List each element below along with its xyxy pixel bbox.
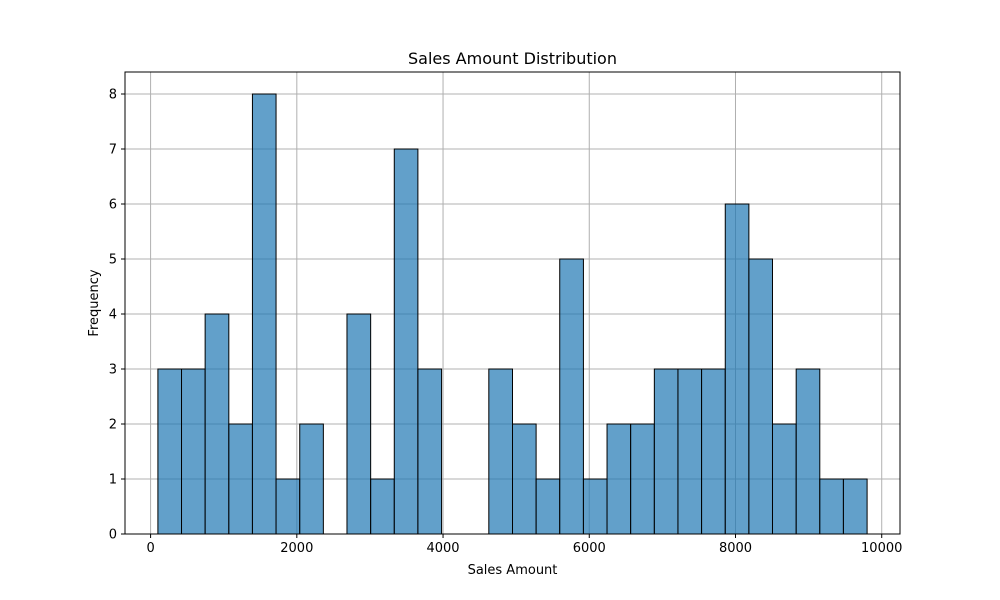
histogram-bar [204,313,230,535]
plot-frame [124,71,901,535]
histogram-bar [417,368,443,535]
x-tick-label: 0 [146,541,154,556]
histogram-bar [299,423,324,535]
histogram-bar [819,478,844,535]
y-tick-label: 6 [109,198,117,213]
chart-title: Sales Amount Distribution [408,49,617,68]
y-tick-label: 3 [109,363,117,378]
y-tick-label: 2 [109,418,117,433]
histogram-bar [559,258,584,535]
histogram-bar [771,423,797,535]
histogram-bar [512,423,537,535]
histogram-bar [748,258,773,535]
x-tick-label: 6000 [573,541,606,556]
y-tick-label: 8 [109,88,117,103]
x-tick-label: 2000 [280,541,313,556]
y-tick-label: 5 [109,253,117,268]
histogram-bar [795,368,821,535]
histogram-bar [370,478,395,535]
histogram-bar [582,478,608,535]
y-tick-label: 1 [109,473,117,488]
y-tick-label: 7 [109,143,117,158]
x-tick-label: 10000 [861,541,902,556]
x-axis-label: Sales Amount [468,563,558,578]
histogram-bar [701,368,726,535]
histogram-bar [393,148,419,535]
histogram-bar [157,368,183,535]
axis-ticks: 0 2000 4000 6000 8000 10000 0 1 2 3 4 5 6 7 8 [109,88,903,557]
histogram-bar [251,93,277,535]
histogram-bar [606,423,632,535]
histogram-bar [535,478,561,535]
histogram-bar [181,368,206,535]
histogram-bar [630,423,655,535]
histogram-bar [488,368,513,535]
histogram-bar [677,368,703,535]
histogram-bar [724,203,750,535]
histogram-bar [228,423,253,535]
histogram-bar [346,313,372,535]
y-axis-label: Frequency [87,269,102,336]
x-tick-label: 8000 [719,541,752,556]
x-tick-label: 4000 [426,541,459,556]
y-tick-label: 0 [109,528,117,543]
histogram-bar [275,478,301,535]
y-tick-label: 4 [109,308,117,323]
histogram-bar [653,368,679,535]
histogram-bars [157,93,868,535]
histogram-bar [842,478,868,535]
